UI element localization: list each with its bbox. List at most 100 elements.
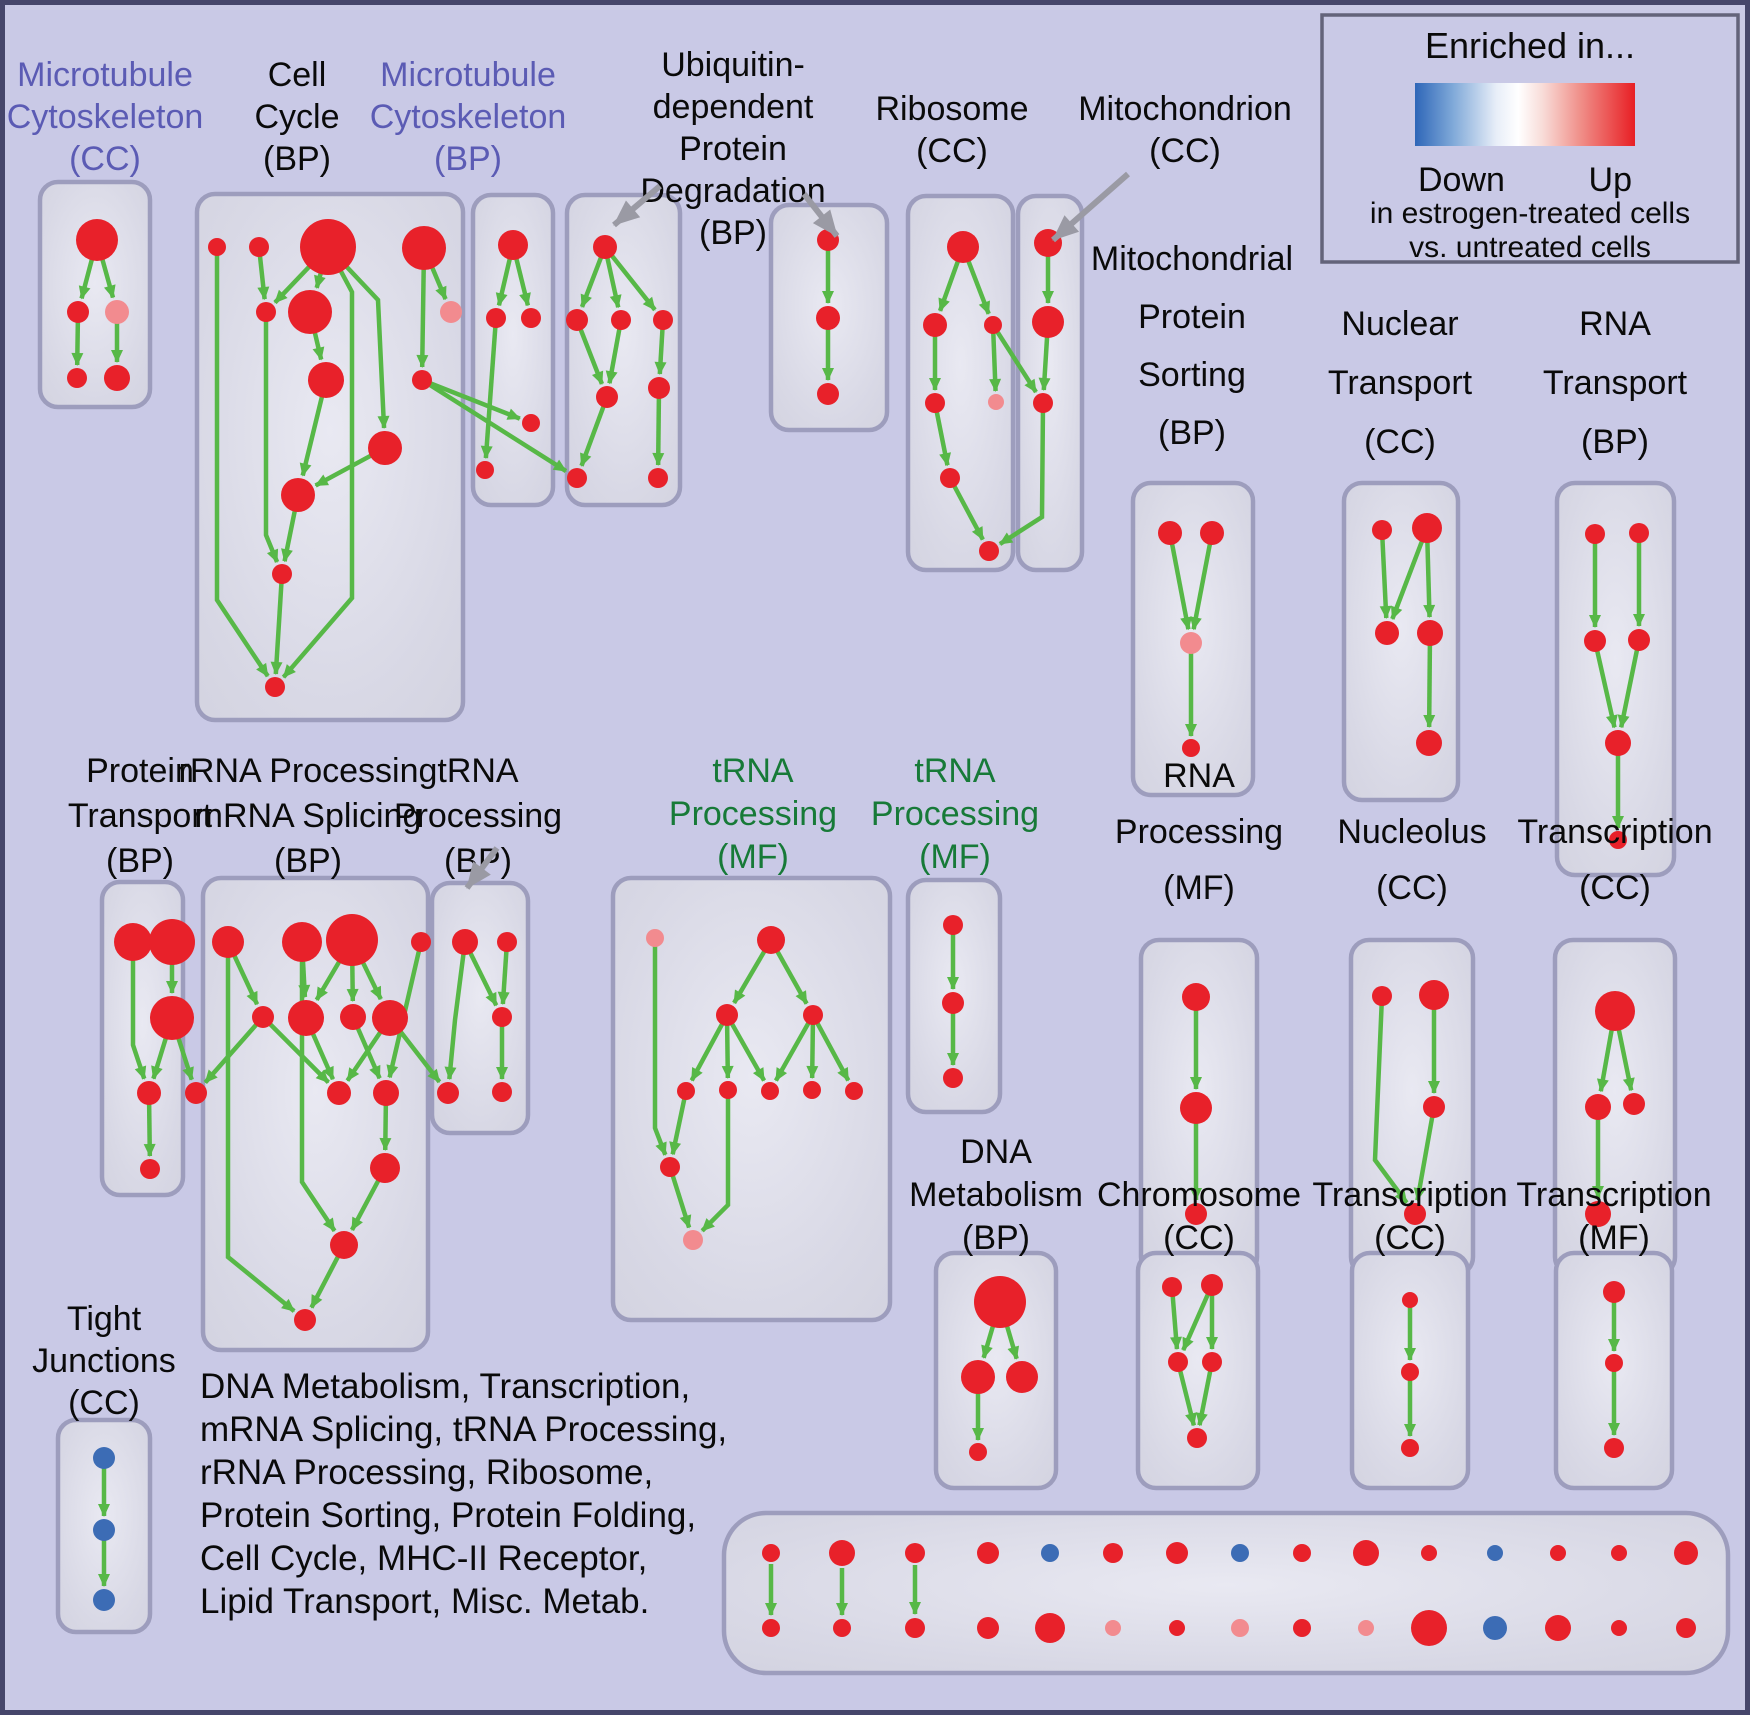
go-term-node [1032,306,1064,338]
go-term-node [402,226,446,270]
trna-mf1-label: tRNA Processing (MF) [669,752,837,876]
go-term-node [1417,620,1443,646]
cluster-label-line: DNA [960,1133,1032,1171]
misc-text-line: rRNA Processing, Ribosome, [200,1453,653,1492]
go-term-node [757,926,785,954]
go-term-node [265,677,285,697]
go-term-node [1611,1545,1627,1561]
go-term-node [212,926,244,958]
go-term-node [719,1081,737,1099]
cluster-label-line: Nucleolus [1337,813,1486,851]
chromosome-label: Chromosome (CC) [1097,1176,1301,1257]
go-term-node [947,231,979,263]
go-term-node [492,1007,512,1027]
cluster-label-line: Processing [1115,813,1283,851]
go-term-node [522,414,540,432]
go-term-node [1033,393,1053,413]
misc-text-line: mRNA Splicing, tRNA Processing, [200,1410,727,1449]
cluster-label-line: (MF) [919,838,991,876]
go-term-node [1103,1543,1123,1563]
cluster-label-line: Sorting [1138,356,1246,394]
go-term-node [1375,621,1399,645]
go-term-node [1604,1438,1624,1458]
edge-arrow [203,1015,265,1084]
misc-text-line: Protein Sorting, Protein Folding, [200,1496,696,1535]
go-term-node [411,932,431,952]
cluster-label-line: Processing [669,795,837,833]
go-term-node [150,996,194,1040]
cluster-label-line: (CC) [68,1384,140,1422]
go-term-node [105,300,129,324]
ubiquitin-pointer-left [612,183,662,228]
cluster-label-line: Protein [86,752,194,790]
go-term-node [256,302,276,322]
cluster-label-line: Transport [1328,364,1473,402]
edge-arrow [700,1090,731,1233]
go-term-node [1180,632,1202,654]
go-term-node [925,393,945,413]
edge-arrow [603,245,657,312]
go-term-node [803,1081,821,1099]
edge-arrow [806,1014,819,1080]
edge-arrow [1379,529,1392,620]
go-term-node [817,383,839,405]
go-term-node [1676,1618,1696,1638]
go-term-node [185,1082,207,1104]
go-term-node [440,301,462,323]
cluster-label-line: (CC) [1374,1219,1446,1257]
edge-arrow [998,402,1046,546]
go-term-node [1674,1541,1698,1565]
go-term-node [1595,991,1635,1031]
go-term-node [1358,1620,1374,1636]
edge-arrow [1167,532,1193,631]
transcription-mf-label: Transcription (MF) [1516,1176,1711,1257]
cluster-label-line: (BP) [434,140,502,178]
edge-arrow [652,387,665,467]
cluster-label-line: tRNA [437,752,519,790]
go-term-node [683,1230,703,1250]
misc-strip-content [762,1540,1698,1646]
rna-transport-label: RNA Transport (BP) [1543,305,1688,461]
go-term-node [76,219,118,261]
cluster-label-line: Junctions [32,1342,176,1380]
edge-arrow [444,941,468,1081]
legend-title: Enriched in... [1425,25,1635,66]
go-term-node [1584,630,1606,652]
go-term-node [611,310,631,330]
cluster-label-line: Transport [1543,364,1688,402]
go-term-node [845,1082,863,1100]
cluster-box-rna-transport [1554,480,1677,878]
cluster-label-line: Cycle [254,98,339,136]
go-term-node [1623,1093,1645,1115]
edge-arrow [932,402,951,467]
go-term-node [905,1618,925,1638]
cluster-label-line: Protein [679,130,787,168]
cluster-label-line: (MF) [1578,1219,1650,1257]
cluster-label-line: mRNA Splicing [195,797,422,835]
go-term-node [984,316,1002,334]
nuclear-transport-label: Nuclear Transport (CC) [1328,305,1473,461]
cluster-label-line: (MF) [1163,869,1235,907]
go-term-node [1628,629,1650,651]
go-term-node [1404,1203,1426,1225]
cluster-label-line: (BP) [1158,414,1226,452]
go-term-node [1202,1352,1222,1372]
go-term-node [762,1544,780,1562]
go-term-node [93,1589,115,1611]
go-term-node [1401,1363,1419,1381]
go-term-node [272,564,292,584]
edge-arrow [773,1013,815,1082]
go-term-node [940,468,960,488]
misc-text-line: Lipid Transport, Misc. Metab. [200,1582,649,1621]
go-term-node [1180,1092,1212,1124]
edge-arrow [270,573,285,676]
cluster-box-mt-cc [37,179,153,410]
go-term-node [1293,1619,1311,1637]
cluster-label-line: Microtubule [380,56,556,94]
go-term-node [1609,831,1627,849]
edge-arrow [225,942,296,1313]
legend-up-label: Up [1589,161,1632,199]
go-term-node [1605,1354,1623,1372]
